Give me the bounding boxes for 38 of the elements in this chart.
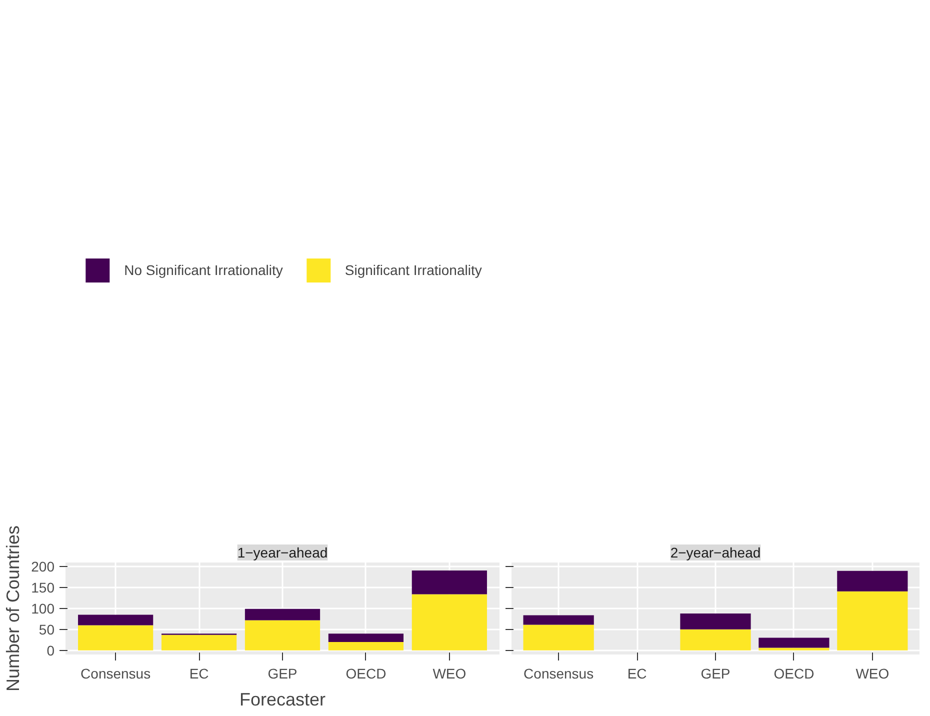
bar: [412, 594, 487, 650]
bar: [680, 629, 751, 650]
legend-label: No Significant Irrationality: [124, 262, 283, 278]
y-tick-label: 150: [31, 580, 55, 596]
x-tick-label: Consensus: [524, 666, 594, 682]
bar: [412, 570, 487, 594]
x-tick-label: WEO: [856, 666, 890, 682]
bar: [78, 614, 154, 626]
bar: [680, 614, 751, 630]
bar: [837, 570, 908, 592]
x-axis-title: Forecaster: [239, 690, 326, 710]
x-tick-label: WEO: [432, 666, 466, 682]
bar: [758, 638, 830, 648]
bar: [78, 625, 154, 650]
y-tick-label: 50: [38, 621, 55, 638]
chart-title: 1−year−ahead: [237, 544, 328, 560]
y-tick-label: 0: [46, 642, 55, 658]
bar: [244, 620, 320, 650]
bar: [523, 615, 594, 625]
bar: [328, 634, 404, 642]
bar: [758, 648, 830, 650]
bar: [837, 591, 908, 650]
x-tick-label: GEP: [268, 666, 298, 682]
bar: [523, 624, 594, 650]
bar: [161, 634, 237, 650]
legend-label: Significant Irrationality: [344, 262, 482, 278]
x-tick-label: OECD: [774, 666, 814, 682]
bar: [244, 608, 320, 620]
x-tick-label: EC: [627, 666, 647, 682]
y-tick-label: 100: [31, 600, 55, 616]
x-tick-label: EC: [189, 666, 209, 682]
bar: [328, 642, 404, 650]
chart-title: 2−year−ahead: [670, 544, 761, 560]
y-axis-title: Number of Countries: [3, 525, 24, 692]
x-tick-label: GEP: [700, 666, 730, 682]
y-tick-label: 200: [31, 558, 55, 575]
x-tick-label: OECD: [346, 666, 386, 682]
x-tick-label: Consensus: [80, 666, 151, 682]
